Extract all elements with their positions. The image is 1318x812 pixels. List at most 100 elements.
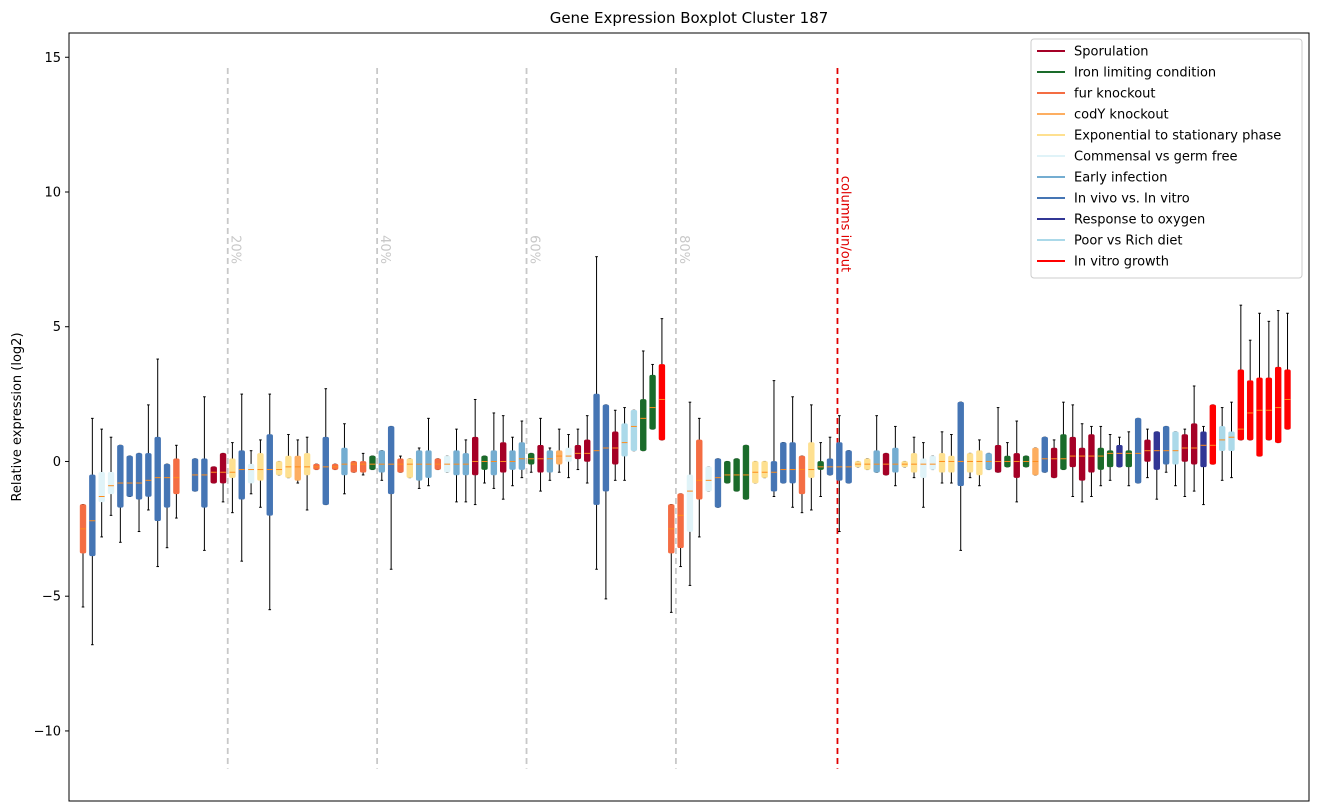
box <box>1209 404 1217 465</box>
box-body <box>938 453 946 473</box>
y-tick-label: 5 <box>53 320 61 335</box>
box-body <box>275 461 283 476</box>
legend-entry: Early infection <box>1037 171 1167 186</box>
box <box>836 415 843 533</box>
legend-entry: Exponential to stationary phase <box>1037 129 1281 144</box>
box <box>584 415 591 484</box>
box-body <box>257 453 264 481</box>
box-body <box>789 442 796 484</box>
box-body <box>761 461 768 478</box>
chart-title: Gene Expression Boxplot Cluster 187 <box>550 9 829 27</box>
box <box>714 458 722 508</box>
box <box>1190 385 1198 492</box>
box <box>1106 434 1114 481</box>
box-body <box>294 455 301 481</box>
box-body <box>817 461 824 470</box>
box <box>266 393 273 611</box>
box <box>322 388 329 506</box>
box-body <box>1069 436 1076 468</box>
box <box>481 455 488 484</box>
box <box>957 401 964 551</box>
box-body <box>658 364 666 441</box>
box-body <box>742 444 750 500</box>
box-body <box>238 450 245 500</box>
box <box>509 436 516 487</box>
box <box>798 455 806 514</box>
legend-label: Exponential to stationary phase <box>1074 129 1281 144</box>
box <box>528 452 535 473</box>
y-axis-label: Relative expression (log2) <box>10 332 25 501</box>
box-body <box>126 455 133 497</box>
box-body <box>1060 434 1067 470</box>
box <box>1134 417 1142 484</box>
box <box>565 434 572 479</box>
box-body <box>303 453 311 476</box>
box-body <box>1078 447 1086 481</box>
box <box>621 407 628 481</box>
box <box>1088 425 1095 497</box>
box-body <box>770 461 778 492</box>
legend-label: Poor vs Rich diet <box>1074 234 1182 249</box>
box <box>313 463 320 471</box>
box <box>275 460 283 476</box>
box <box>556 428 563 473</box>
box <box>705 466 712 492</box>
box <box>219 452 227 503</box>
box-body <box>957 401 964 487</box>
legend-box <box>1030 38 1303 279</box>
legend-label: Iron limiting condition <box>1074 66 1216 81</box>
y-tick-label: −5 <box>42 590 61 605</box>
box <box>163 463 171 549</box>
box-body <box>1125 450 1132 468</box>
box-body <box>518 442 526 470</box>
box <box>882 452 890 476</box>
box <box>789 396 796 508</box>
box <box>191 458 199 492</box>
legend-label: fur knockout <box>1074 87 1156 102</box>
box <box>1172 431 1179 487</box>
box <box>135 452 143 533</box>
box <box>733 458 740 492</box>
box <box>1200 425 1207 506</box>
box-body <box>677 493 684 548</box>
y-axis: −10 −5 0 5 10 15 <box>34 51 69 739</box>
box <box>574 428 582 471</box>
box-body <box>135 453 143 500</box>
box <box>201 396 208 551</box>
legend-label: Early infection <box>1074 171 1167 186</box>
box <box>1004 442 1011 468</box>
box <box>126 455 133 497</box>
box-body <box>406 458 414 478</box>
box-body <box>453 450 460 476</box>
box <box>686 401 694 586</box>
box-body <box>145 453 152 497</box>
box-body <box>696 439 703 500</box>
box <box>1228 401 1235 479</box>
box-body <box>341 447 348 476</box>
box <box>910 436 918 479</box>
box-body <box>630 409 638 451</box>
box <box>892 425 899 487</box>
box <box>1116 436 1123 468</box>
box-body <box>808 442 815 478</box>
axes-frame <box>68 32 1310 802</box>
box-body <box>1050 447 1058 478</box>
box <box>406 458 414 479</box>
box-body <box>1134 418 1142 484</box>
legend-entry: fur knockout <box>1037 87 1156 102</box>
legend-entry: Poor vs Rich diet <box>1037 234 1182 249</box>
box <box>658 318 666 441</box>
box-body <box>1218 426 1226 451</box>
box-body <box>1228 431 1235 451</box>
box <box>630 409 638 452</box>
box-body <box>1256 377 1263 457</box>
box <box>948 434 955 484</box>
box <box>1237 304 1245 441</box>
box-body <box>929 455 936 470</box>
box <box>247 450 255 495</box>
box-body <box>481 455 488 470</box>
box <box>1069 404 1076 497</box>
percentile-marker-label: 60% <box>527 235 542 264</box>
box-body <box>1116 444 1123 468</box>
box-body <box>686 474 694 532</box>
